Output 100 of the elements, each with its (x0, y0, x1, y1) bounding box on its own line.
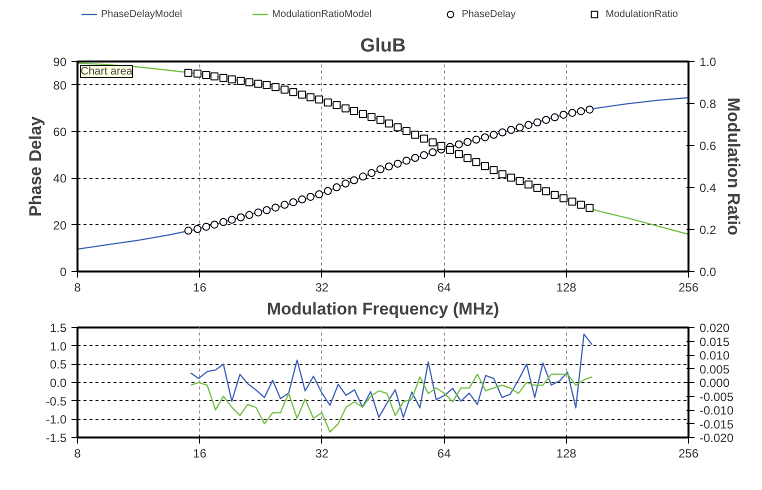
point (236, 213, 245, 222)
point (437, 142, 446, 150)
point (576, 107, 585, 116)
point (533, 118, 542, 126)
point (402, 156, 410, 165)
x-tick-label: 16 (193, 280, 207, 294)
point (420, 151, 428, 160)
chart-title: GluB (360, 36, 406, 56)
point (472, 158, 480, 166)
point (254, 80, 262, 88)
point (524, 120, 533, 129)
x-tick-label: 32 (315, 446, 329, 460)
point (262, 81, 271, 90)
y2-tick-label: 0.000 (700, 376, 730, 390)
point (464, 154, 472, 162)
x-tick-label: 8 (74, 280, 82, 294)
point (272, 83, 280, 92)
point (368, 169, 376, 178)
point (306, 192, 315, 201)
point (420, 134, 428, 143)
point (280, 86, 289, 94)
y-tick-label: 80 (53, 78, 67, 92)
point (507, 126, 516, 134)
line-series (78, 62, 688, 235)
y-tick-label: 90 (53, 55, 67, 69)
point (402, 127, 410, 136)
point (332, 183, 341, 192)
point (516, 124, 524, 132)
y-tick-label: -1.0 (46, 412, 67, 427)
y2-tick-label: 0.6 (700, 139, 717, 153)
point (254, 208, 262, 216)
legend-label: ModulationRatio (606, 8, 678, 20)
point (342, 104, 350, 112)
line-series (190, 333, 593, 418)
x-tick-label: 32 (315, 280, 329, 294)
point (210, 72, 218, 80)
point (533, 184, 542, 192)
y-tick-label: 0.5 (50, 358, 67, 372)
point (550, 113, 559, 122)
y2-tick-label: 0.020 (700, 321, 730, 335)
point (376, 116, 384, 124)
x-tick-label: 16 (193, 446, 207, 460)
legend-label: PhaseDelay (462, 8, 516, 20)
y-tick-label: 60 (53, 125, 67, 139)
point (236, 76, 245, 85)
point (454, 140, 463, 148)
y2-tick-label: 1.0 (700, 55, 717, 69)
point (368, 112, 376, 121)
point (524, 180, 533, 189)
x-tick-label: 256 (678, 446, 699, 460)
y2-tick-label: 0.0 (700, 265, 717, 279)
point (498, 170, 506, 178)
point (219, 74, 228, 82)
point (306, 93, 315, 102)
point (324, 187, 332, 195)
point (245, 78, 254, 86)
point (568, 198, 576, 206)
point (490, 166, 498, 174)
y2-tick-label: 0.4 (700, 181, 717, 195)
y-tick-label: 1.0 (50, 339, 67, 354)
point (480, 133, 489, 142)
line-series (78, 97, 688, 250)
point (394, 160, 402, 168)
point (262, 206, 271, 214)
point (228, 216, 236, 224)
y-tick-label: 0 (60, 265, 67, 279)
point (428, 148, 437, 156)
x-tick-label: 64 (437, 446, 452, 460)
point (542, 116, 550, 124)
point (280, 200, 289, 209)
point (560, 194, 568, 202)
point (516, 176, 524, 185)
point (358, 110, 367, 118)
point (394, 123, 402, 132)
point (384, 162, 393, 170)
point (446, 146, 454, 154)
point (454, 150, 463, 158)
point (289, 88, 298, 96)
point (315, 96, 324, 104)
point (272, 204, 280, 212)
point (210, 220, 218, 229)
point (586, 204, 594, 212)
point (298, 195, 306, 204)
y-tick-label: 40 (53, 172, 67, 186)
point (480, 162, 489, 170)
point (411, 130, 420, 139)
point (411, 154, 420, 162)
point (298, 90, 306, 99)
x-axis-title: Modulation Frequency (MHz) (266, 300, 500, 318)
y-tick-label: 1.5 (50, 321, 67, 335)
y-axis-title: Phase Delay (26, 116, 46, 217)
point (228, 75, 236, 84)
point (568, 108, 576, 117)
y2-tick-label: -0.020 (700, 431, 734, 445)
point (542, 187, 550, 196)
y-tick-label: 20 (53, 218, 67, 232)
point (184, 226, 192, 235)
y2-tick-label: 0.010 (700, 348, 730, 362)
point (332, 101, 341, 110)
y2-tick-label: 0.2 (700, 223, 717, 237)
